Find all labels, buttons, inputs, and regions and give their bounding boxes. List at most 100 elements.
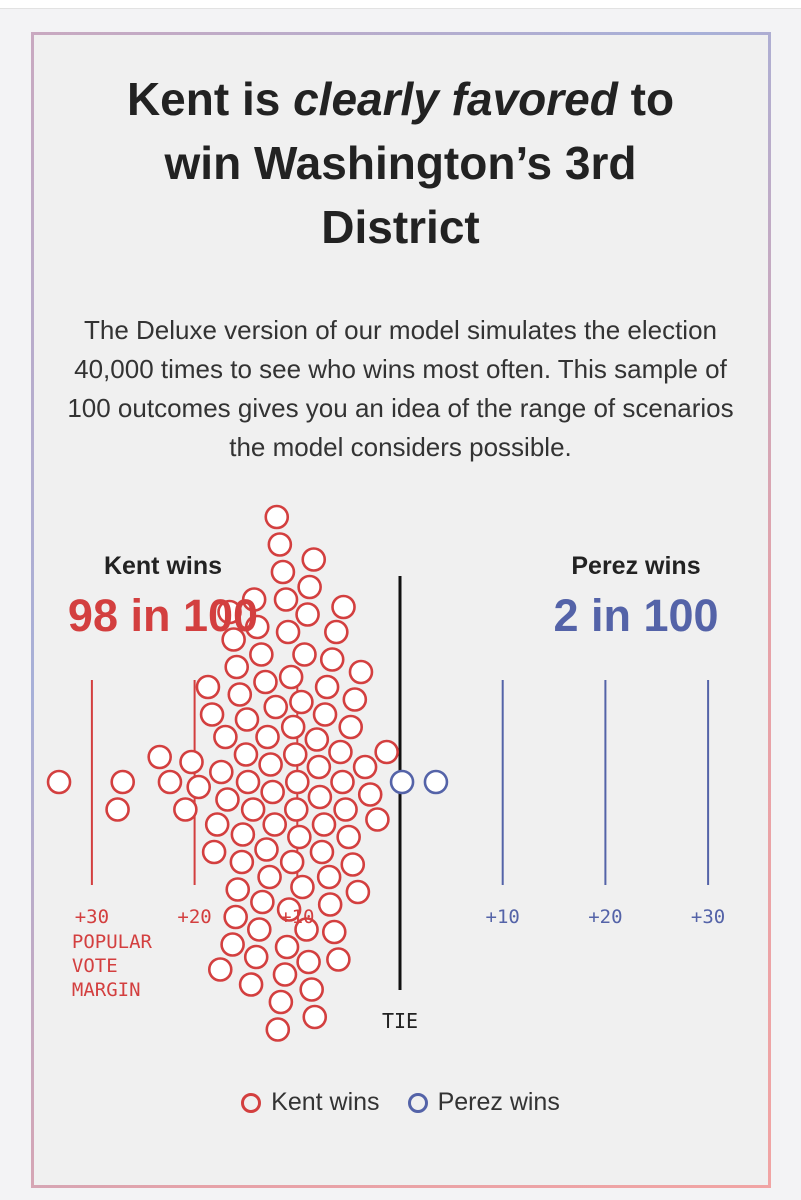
headline-line-3: District <box>321 201 480 253</box>
kent-outcome-dot <box>215 787 240 812</box>
kent-outcome-dot <box>317 892 343 917</box>
kent-outcome-dot <box>338 714 364 740</box>
kent-outcome-dot <box>179 749 204 775</box>
kent-outcome-dot <box>274 934 300 960</box>
kent-outcome-dot <box>265 1017 291 1042</box>
kent-outcome-dot <box>264 504 290 530</box>
axis-label: MARGIN <box>72 979 141 1001</box>
kent-outcome-dot <box>324 619 349 645</box>
top-bar <box>0 0 801 9</box>
kent-outcome-dot <box>220 932 245 957</box>
kent-outcome-dot <box>311 812 337 837</box>
kent-outcome-dot <box>284 769 310 795</box>
kent-outcome-dot <box>267 532 293 557</box>
kent-outcome-dot <box>278 664 304 690</box>
kent-outcome-dot <box>199 702 225 727</box>
chart-headline: Kent is clearly favored to win Washingto… <box>0 67 801 259</box>
kent-outcome-dot <box>273 587 299 612</box>
kent-outcome-dot <box>225 877 251 902</box>
kent-outcome-dot <box>105 797 130 822</box>
tick-label: +30 <box>691 906 725 928</box>
kent-outcome-dot <box>374 739 399 765</box>
kent-outcome-dot <box>283 797 309 822</box>
kent-outcome-dot <box>253 669 278 695</box>
kent-heading: Kent wins <box>104 552 222 580</box>
kent-outcome-dot <box>342 687 368 712</box>
kent-outcome-dot <box>250 889 275 915</box>
axis-label: VOTE <box>72 955 118 977</box>
kent-outcome-dot <box>296 949 321 975</box>
kent-outcome-dot <box>340 852 366 877</box>
dot-layer <box>46 504 449 1042</box>
kent-outcome-dot <box>229 849 255 875</box>
kent-outcome-dot <box>333 797 358 822</box>
kent-outcome-dot <box>235 769 261 795</box>
kent-outcome-dot <box>309 839 335 865</box>
kent-outcome-dot <box>244 614 270 640</box>
perez-heading: Perez wins <box>571 552 700 580</box>
kent-outcome-dot <box>280 714 306 740</box>
legend-item-kent: Kent wins <box>241 1088 380 1117</box>
kent-outcome-dot <box>255 724 280 750</box>
kent-outcome-dot <box>195 674 221 700</box>
perez-outcome-dot <box>389 769 415 795</box>
kent-outcome-dot <box>46 769 72 795</box>
kent-outcome-dot <box>223 904 248 930</box>
legend: Kent wins Perez wins <box>0 1088 801 1117</box>
kent-outcome-dot <box>297 574 322 600</box>
tick-label: +10 <box>280 906 314 928</box>
kent-outcome-dot <box>268 989 294 1015</box>
legend-label-kent: Kent wins <box>271 1088 380 1116</box>
legend-label-perez: Perez wins <box>437 1088 560 1116</box>
kent-outcome-dot <box>365 807 390 832</box>
perez-headline: 2 in 100 <box>553 590 718 641</box>
kent-outcome-dot <box>272 962 298 987</box>
kent-outcome-dot <box>314 674 340 700</box>
kent-outcome-dot <box>287 824 312 850</box>
kent-outcome-dot <box>260 779 285 805</box>
kent-outcome-dot <box>279 849 305 875</box>
kent-outcome-dot <box>209 759 234 785</box>
headline-emphasis: clearly favored <box>293 73 618 125</box>
kent-outcome-dot <box>217 599 242 625</box>
kent-outcome-dot <box>201 839 227 865</box>
headline-text-start: Kent is <box>126 73 294 125</box>
kent-outcome-dot <box>295 602 320 627</box>
kent-outcome-dot <box>331 594 356 620</box>
kent-outcome-dot <box>157 769 183 795</box>
kent-outcome-dot <box>319 647 345 672</box>
kent-outcome-dot <box>348 659 374 685</box>
kent-headline: 98 in 100 <box>68 590 258 641</box>
kent-outcome-dot <box>230 822 256 847</box>
kent-outcome-dot <box>243 944 269 970</box>
legend-item-perez: Perez wins <box>407 1088 560 1117</box>
perez-circle-icon <box>407 1092 428 1113</box>
headline-line-1: Kent is clearly favored to <box>0 67 801 131</box>
kent-outcome-dot <box>186 774 212 800</box>
kent-circle-icon <box>241 1092 262 1113</box>
kent-outcome-dot <box>316 864 342 890</box>
tick-label: +20 <box>588 906 622 928</box>
kent-outcome-dot <box>241 587 267 612</box>
kent-outcome-dot <box>301 547 327 572</box>
kent-outcome-dot <box>326 947 351 972</box>
perez-outcome-dot <box>423 769 449 795</box>
kent-outcome-dot <box>307 784 333 810</box>
tick-label: +30 <box>75 906 109 928</box>
tick-label: +20 <box>177 906 211 928</box>
kent-outcome-dot <box>234 707 260 732</box>
headline-text-end: to <box>617 73 675 125</box>
kent-outcome-dot <box>276 897 302 922</box>
kent-outcome-dot <box>262 812 288 837</box>
kent-outcome-dot <box>302 1004 328 1030</box>
kent-outcome-dot <box>147 744 172 770</box>
tick-label: +10 <box>486 906 520 928</box>
kent-outcome-dot <box>207 957 233 982</box>
kent-outcome-dot <box>204 812 230 837</box>
kent-outcome-dot <box>330 769 355 795</box>
kent-outcome-dot <box>321 919 347 945</box>
kent-outcome-dot <box>254 837 279 862</box>
kent-outcome-dot <box>294 917 319 942</box>
kent-outcome-dot <box>247 917 272 942</box>
